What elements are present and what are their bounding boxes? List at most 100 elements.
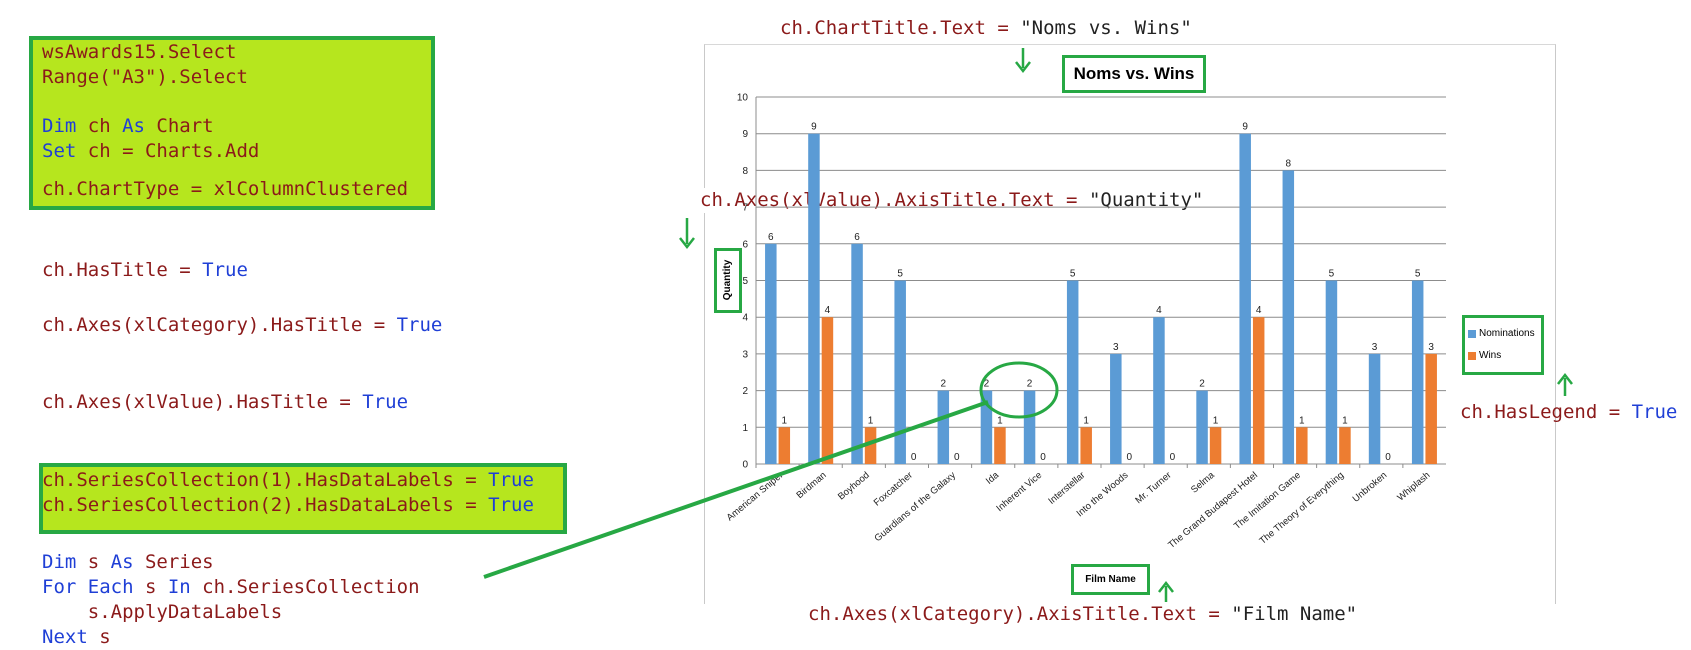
code-text: ch.HasLegend = (1460, 401, 1632, 423)
code-line-apply-labels: s.ApplyDataLabels (42, 601, 283, 623)
data-label-nominations: 2 (984, 379, 990, 390)
legend-swatch-wins (1468, 352, 1476, 360)
data-label-nominations: 2 (941, 379, 947, 390)
code-line-for-each: For Each s In ch.SeriesCollection (42, 575, 420, 600)
legend: Nominations Wins (1466, 318, 1542, 372)
y-tick-label: 1 (742, 423, 748, 434)
data-label-wins: 1 (1299, 415, 1305, 426)
code-text: Chart (144, 115, 214, 137)
bar-nominations (1110, 353, 1122, 464)
x-tick-label: Whiplash (1395, 470, 1432, 504)
data-label-wins: 1 (997, 415, 1003, 426)
bar-wins (1425, 353, 1437, 464)
x-tick-label: Unbroken (1351, 470, 1390, 505)
data-label-wins: 0 (954, 452, 960, 463)
x-tick-label: Inherent Vice (994, 470, 1044, 514)
x-tick-label: Boyhood (836, 470, 872, 503)
bar-wins (1296, 427, 1308, 464)
bar-wins (778, 427, 791, 464)
annotation-chart-title-code: ch.ChartTitle.Text = "Noms vs. Wins" (780, 16, 1192, 41)
y-tick-label: 7 (742, 203, 748, 214)
code-text: s (76, 551, 111, 573)
bar-nominations (1066, 280, 1079, 464)
bar-wins (1080, 427, 1092, 464)
code-text: s (87, 626, 111, 648)
annotation-category-axis-code: ch.Axes(xlCategory).AxisTitle.Text = "Fi… (808, 602, 1357, 627)
bar-nominations (765, 243, 777, 464)
data-label-wins: 4 (825, 305, 831, 316)
x-tick-label: Selma (1189, 469, 1217, 495)
data-label-nominations: 4 (1156, 305, 1162, 316)
code-text: ch (76, 115, 123, 137)
data-label-nominations: 3 (1113, 342, 1119, 353)
bar-nominations (937, 390, 950, 464)
data-label-wins: 4 (1256, 305, 1262, 316)
data-label-nominations: 9 (811, 122, 817, 133)
data-label-wins: 1 (868, 415, 874, 426)
bar-wins (1252, 317, 1265, 464)
code-text: ch.Axes(xlValue).HasTitle = (42, 391, 363, 413)
bar-nominations (980, 390, 993, 464)
code-line-next: Next s (42, 625, 111, 650)
keyword: True (202, 259, 248, 281)
legend-label-wins: Wins (1479, 350, 1502, 361)
chart-frame (704, 44, 1556, 604)
bar-nominations (1325, 280, 1338, 464)
x-tick-label: The Theory of Everything (1257, 470, 1346, 547)
keyword: Dim (42, 115, 77, 137)
code-text: ch.SeriesCollection (190, 576, 420, 598)
code-text: ch = Charts.Add (76, 140, 260, 162)
x-tick-label: Interstellar (1046, 470, 1087, 507)
code-text: ch.HasTitle = (42, 259, 203, 281)
code-line-category-has-title: ch.Axes(xlCategory).HasTitle = True (42, 313, 442, 338)
bar-nominations (1368, 353, 1381, 464)
keyword: As (122, 115, 145, 137)
data-label-nominations: 9 (1242, 122, 1248, 133)
data-label-wins: 3 (1428, 342, 1434, 353)
data-label-wins: 1 (1342, 415, 1348, 426)
keyword: For Each (42, 576, 134, 598)
legend-swatch-nominations (1468, 330, 1476, 338)
legend-box (1462, 315, 1544, 375)
x-tick-label: Foxcatcher (872, 470, 915, 509)
y-tick-label: 2 (742, 386, 748, 397)
y-tick-label: 6 (742, 239, 748, 250)
x-axis-title: Film Name (1085, 574, 1136, 585)
data-label-nominations: 2 (1199, 379, 1205, 390)
code-line-value-has-title: ch.Axes(xlValue).HasTitle = True (42, 390, 408, 415)
y-tick-label: 4 (742, 313, 748, 324)
data-label-nominations: 2 (1027, 379, 1033, 390)
data-label-nominations: 5 (1070, 269, 1076, 280)
data-label-nominations: 6 (854, 232, 860, 243)
bar-nominations (894, 280, 906, 464)
code-text: ch.Axes(xlCategory).HasTitle = (42, 314, 397, 336)
keyword: As (110, 551, 134, 573)
data-label-nominations: 8 (1286, 158, 1292, 169)
code-text: ch.Axes(xlValue).AxisTitle.Text = (700, 189, 1089, 211)
bar-wins (821, 317, 834, 464)
keyword: Set (42, 140, 77, 162)
y-tick-label: 5 (742, 276, 748, 287)
y-tick-label: 9 (742, 129, 748, 140)
code-string: "Noms vs. Wins" (1020, 17, 1192, 39)
code-line-set-chart: Set ch = Charts.Add (42, 139, 259, 164)
code-highlight-box-1 (29, 36, 435, 210)
code-string: "Quantity" (1088, 189, 1204, 211)
code-line-select-range: Range("A3").Select (42, 66, 248, 88)
legend-label-nominations: Nominations (1479, 328, 1535, 339)
x-tick-label: Mr. Turner (1133, 470, 1173, 506)
code-line-dim-series: Dim s As Series (42, 550, 214, 575)
data-label-nominations: 5 (1415, 269, 1421, 280)
data-label-wins: 1 (782, 415, 788, 426)
code-line-chart-type: ch.ChartType = xlColumnClustered (42, 178, 409, 200)
data-label-wins: 0 (1385, 452, 1391, 463)
bar-nominations (1239, 133, 1251, 464)
code-text: ch.ChartTitle.Text = (780, 17, 1021, 39)
y-tick-label: 10 (737, 93, 749, 104)
x-axis-title-box (1071, 564, 1150, 595)
data-label-wins: 0 (1040, 452, 1046, 463)
keyword: In (167, 576, 191, 598)
code-line-select-sheet: wsAwards15.Select (42, 41, 237, 63)
data-label-wins: 0 (1127, 452, 1133, 463)
